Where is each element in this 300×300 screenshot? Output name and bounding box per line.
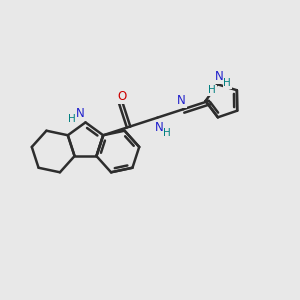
Text: H: H: [164, 128, 171, 138]
Text: N: N: [214, 70, 223, 83]
Text: N: N: [177, 94, 186, 107]
Text: O: O: [118, 90, 127, 103]
Text: H: H: [224, 78, 231, 88]
Text: H: H: [208, 85, 216, 95]
Text: N: N: [76, 107, 85, 120]
Text: H: H: [68, 114, 75, 124]
Text: N: N: [154, 121, 163, 134]
